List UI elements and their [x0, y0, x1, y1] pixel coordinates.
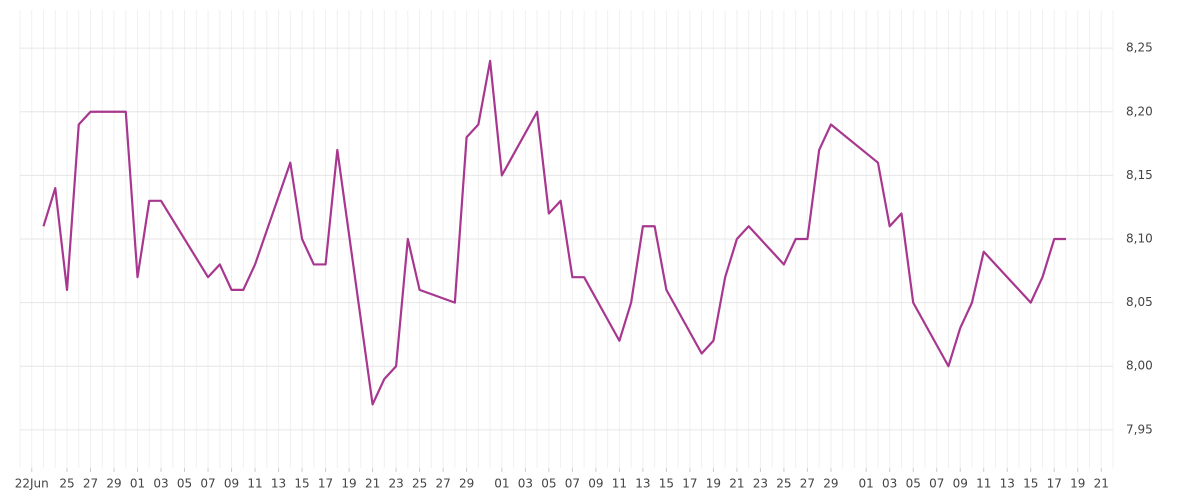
y-tick-label: 8,10 — [1126, 232, 1153, 246]
y-tick-label: 7,95 — [1126, 422, 1153, 436]
y-tick-label: 8,20 — [1126, 104, 1153, 118]
y-tick-label: 8,25 — [1126, 41, 1153, 55]
x-tick-label: 11 — [612, 477, 627, 491]
x-tick-label: 21 — [729, 477, 744, 491]
x-tick-label: 07 — [565, 477, 580, 491]
y-tick-label: 8,05 — [1126, 295, 1153, 309]
x-tick-label: 13 — [635, 477, 650, 491]
x-tick-label: 29 — [823, 477, 838, 491]
x-tick-label: 23 — [388, 477, 403, 491]
x-tick-label: 15 — [1023, 477, 1038, 491]
x-tick-label: 27 — [800, 477, 815, 491]
x-tick-label: 25 — [776, 477, 791, 491]
x-tick-label: 11 — [976, 477, 991, 491]
x-tick-label: 03 — [153, 477, 168, 491]
line-series — [42, 59, 1066, 406]
x-tick-label: 01 — [130, 477, 145, 491]
x-tick-label: 13 — [271, 477, 286, 491]
x-tick-label: 27 — [83, 477, 98, 491]
x-tick-label: 09 — [588, 477, 603, 491]
x-tick-label: 07 — [200, 477, 215, 491]
x-tick-label: 21 — [1094, 477, 1109, 491]
x-tick-label: 09 — [953, 477, 968, 491]
x-tick-label: 23 — [753, 477, 768, 491]
x-tick-label: 09 — [224, 477, 239, 491]
x-tick-label: 19 — [341, 477, 356, 491]
x-tick-label: 29 — [106, 477, 121, 491]
x-tick-label: 17 — [682, 477, 697, 491]
x-tick-label: 19 — [1070, 477, 1085, 491]
x-tick-label: 21 — [365, 477, 380, 491]
y-tick-label: 8,00 — [1126, 359, 1153, 373]
x-tick-label: 17 — [1047, 477, 1062, 491]
x-tick-label: 15 — [294, 477, 309, 491]
x-tick-label: 25 — [59, 477, 74, 491]
x-tick-label: 22Jun — [15, 477, 49, 491]
x-tick-label: 13 — [1000, 477, 1015, 491]
x-tick-label: 05 — [177, 477, 192, 491]
x-tick-label: 01 — [494, 477, 509, 491]
x-tick-label: 15 — [659, 477, 674, 491]
x-tick-label: 01 — [859, 477, 874, 491]
x-tick-label: 03 — [882, 477, 897, 491]
y-tick-label: 8,15 — [1126, 168, 1153, 182]
x-tick-label: 25 — [412, 477, 427, 491]
x-tick-label: 27 — [435, 477, 450, 491]
x-tick-label: 29 — [459, 477, 474, 491]
x-tick-label: 17 — [318, 477, 333, 491]
x-tick-label: 11 — [247, 477, 262, 491]
x-tick-label: 07 — [929, 477, 944, 491]
x-tick-label: 05 — [541, 477, 556, 491]
x-tick-label: 03 — [518, 477, 533, 491]
x-tick-label: 05 — [906, 477, 921, 491]
x-tick-label: 19 — [706, 477, 721, 491]
